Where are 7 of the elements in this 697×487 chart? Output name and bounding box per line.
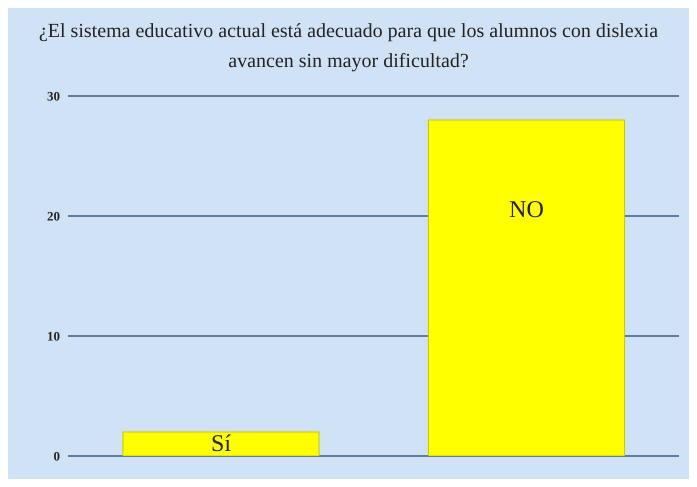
- y-tick-label: 10: [47, 328, 60, 344]
- chart-title: ¿El sistema educativo actual está adecuado para que los alumnos con dislexia avancen sin mayor dificultad?: [38, 19, 660, 74]
- x-tick-label: Sí: [210, 431, 232, 457]
- y-tick-label: 30: [47, 88, 60, 104]
- x-tick-label: NO: [509, 197, 544, 223]
- y-tick-label: 0: [54, 448, 60, 464]
- y-tick-label: 20: [47, 208, 60, 224]
